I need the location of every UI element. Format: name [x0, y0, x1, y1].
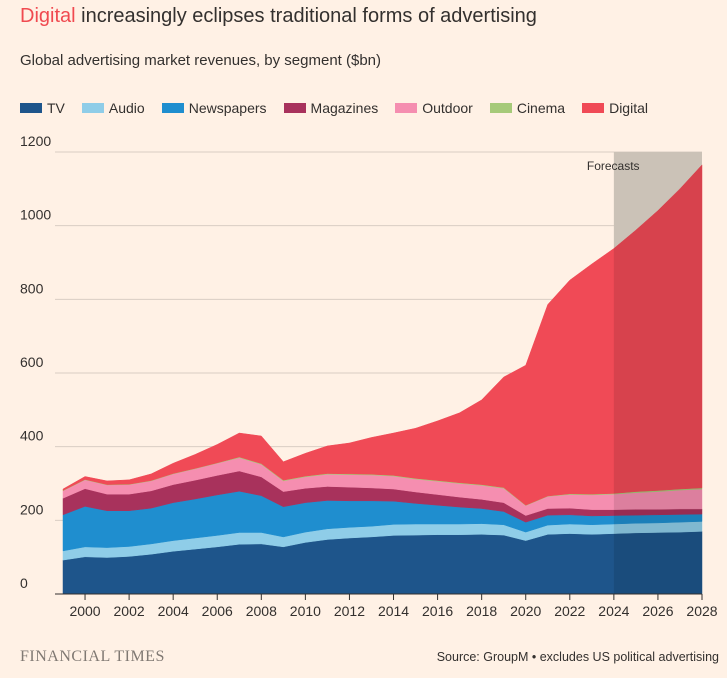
ft-logo: FINANCIAL TIMES [20, 648, 165, 665]
x-tick-label: 2024 [598, 603, 629, 619]
source-note: Source: GroupM • excludes US political a… [436, 650, 719, 664]
legend-label: Digital [609, 100, 648, 116]
forecast-label: Forecasts [587, 159, 640, 173]
legend-label: Magazines [310, 100, 379, 116]
y-tick-label: 1200 [20, 133, 51, 149]
y-tick-label: 400 [20, 428, 44, 444]
y-tick-label: 600 [20, 354, 44, 370]
legend-swatch [20, 103, 42, 113]
legend-label: Outdoor [422, 100, 473, 116]
y-tick-label: 0 [20, 575, 28, 591]
x-tick-label: 2006 [202, 603, 233, 619]
legend-item-magazines: Magazines [283, 100, 379, 116]
legend-swatch [395, 103, 418, 113]
x-tick-label: 2016 [422, 603, 453, 619]
legend-item-digital: Digital [582, 100, 648, 116]
x-tick-label: 2026 [642, 603, 673, 619]
legend-swatch [582, 103, 605, 113]
x-tick-label: 2008 [246, 603, 277, 619]
x-tick-label: 2020 [510, 603, 541, 619]
legend-item-newspapers: Newspapers [161, 100, 267, 116]
title-highlight: Digital [20, 5, 76, 27]
chart-subtitle: Global advertising market revenues, by s… [20, 52, 382, 69]
x-tick-label: 2012 [334, 603, 365, 619]
chart-title: Digital increasingly eclipses traditiona… [20, 4, 537, 28]
y-tick-label: 1000 [20, 207, 51, 223]
x-tick-label: 2018 [466, 603, 497, 619]
x-tick-label: 2010 [290, 603, 321, 619]
legend-label: Cinema [516, 100, 566, 116]
x-tick-label: 2002 [114, 603, 145, 619]
y-tick-label: 200 [20, 501, 44, 517]
area-digital [62, 164, 703, 506]
legend: TV Audio Newspapers Magazines Outdoor Cinema D… [20, 100, 665, 116]
legend-swatch [161, 103, 184, 113]
x-tick-label: 2004 [158, 603, 189, 619]
x-tick-label: 2000 [69, 603, 100, 619]
legend-label: TV [47, 100, 65, 116]
legend-swatch [81, 103, 104, 113]
x-tick-label: 2022 [554, 603, 585, 619]
legend-label: Audio [108, 100, 145, 116]
x-tick-label: 2028 [686, 603, 717, 619]
legend-label: Newspapers [188, 100, 267, 116]
legend-swatch [489, 103, 512, 113]
y-tick-label: 800 [20, 280, 44, 296]
legend-item-cinema: Cinema [489, 100, 566, 116]
legend-swatch [283, 103, 306, 113]
forecast-overlay [613, 152, 702, 594]
x-tick-label: 2014 [378, 603, 409, 619]
legend-item-outdoor: Outdoor [395, 100, 473, 116]
title-rest: increasingly eclipses traditional forms … [75, 5, 537, 27]
legend-item-tv: TV [20, 100, 65, 116]
legend-item-audio: Audio [81, 100, 145, 116]
